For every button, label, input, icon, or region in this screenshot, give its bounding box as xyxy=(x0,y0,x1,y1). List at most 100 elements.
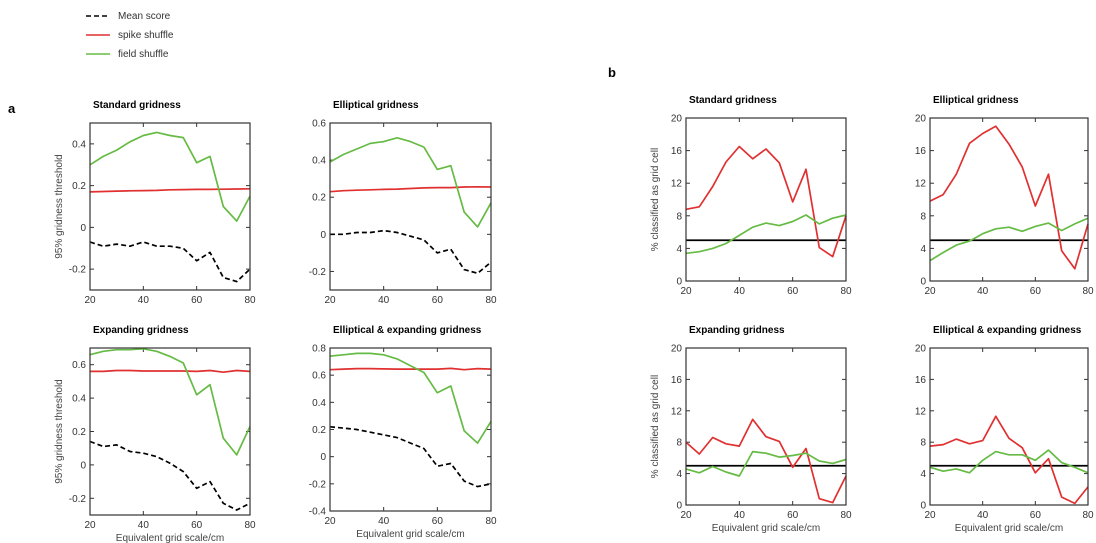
y-tick-label: 12 xyxy=(915,406,927,417)
x-tick-label: 40 xyxy=(977,510,989,521)
y-tick-label: 0.4 xyxy=(312,156,326,167)
series-line-field-shuffle xyxy=(89,347,251,456)
series-line-spike-shuffle xyxy=(329,367,492,371)
x-tick-label: 40 xyxy=(734,286,746,297)
y-tick-label: -0.2 xyxy=(309,267,327,278)
y-tick-label: 8 xyxy=(920,211,926,222)
y-tick-label: 0.4 xyxy=(72,139,86,150)
x-tick-label: 40 xyxy=(138,520,150,531)
chart-panel-5: Standard gridness 0 4 8 12 16 20 20 40 60 80 % clas… xyxy=(650,95,852,297)
x-tick-label: 80 xyxy=(244,520,256,531)
series-line-field-shuffle xyxy=(929,449,1089,474)
y-tick-label: 4 xyxy=(676,244,682,255)
y-tick-label: 0.6 xyxy=(312,119,326,130)
x-tick-label: 80 xyxy=(1082,510,1094,521)
y-tick-label: 0.4 xyxy=(72,394,86,405)
legend-spike-shuffle-label: spike shuffle xyxy=(118,30,174,41)
x-tick-label: 80 xyxy=(840,510,852,521)
y-tick-label: 0.6 xyxy=(312,371,326,382)
series-line-spike-shuffle xyxy=(685,418,847,504)
x-tick-label: 80 xyxy=(485,516,497,527)
y-tick-label: 0.2 xyxy=(312,425,326,436)
x-tick-label: 40 xyxy=(734,510,746,521)
chart-title: Elliptical gridness xyxy=(933,95,1019,106)
plot-frame xyxy=(929,117,1089,282)
series-line-mean-score xyxy=(89,440,251,511)
y-axis-label: % classified as grid cell xyxy=(650,375,661,478)
series-line-field-shuffle xyxy=(685,450,847,477)
y-tick-label: 0 xyxy=(80,223,86,234)
y-tick-label: 0 xyxy=(676,501,682,512)
x-tick-label: 20 xyxy=(84,295,96,306)
x-tick-label: 60 xyxy=(432,516,444,527)
series-line-spike-shuffle xyxy=(929,415,1089,505)
y-tick-label: 20 xyxy=(915,344,927,355)
x-tick-label: 60 xyxy=(787,510,799,521)
chart-panel-3: Expanding gridness -0.2 0 0.2 0.4 0.6 20 40 60 80… xyxy=(54,325,256,543)
chart-title: Elliptical & expanding gridness xyxy=(933,325,1082,336)
series-line-spike-shuffle xyxy=(89,187,251,193)
chart-title: Elliptical gridness xyxy=(333,100,419,111)
series-line-spike-shuffle xyxy=(329,185,492,193)
legend-mean-score-label: Mean score xyxy=(118,11,171,22)
x-tick-label: 40 xyxy=(378,295,390,306)
chart-panel-7: Expanding gridness 0 4 8 12 16 20 20 40 60 80 Equiv… xyxy=(650,325,852,534)
plot-frame xyxy=(89,122,251,291)
chart-panel-2: Elliptical gridness -0.2 0 0.2 0.4 0.6 20 40 60 8… xyxy=(309,100,497,306)
x-tick-label: 20 xyxy=(680,286,692,297)
y-axis-label: 95% gridness threshold xyxy=(54,379,65,484)
series-line-field-shuffle xyxy=(89,131,251,222)
y-tick-label: 0.2 xyxy=(72,427,86,438)
y-tick-label: 16 xyxy=(671,375,683,386)
chart-title: Expanding gridness xyxy=(689,325,785,336)
y-tick-label: -0.2 xyxy=(309,479,327,490)
panel-letter-a: a xyxy=(8,101,16,116)
x-tick-label: 60 xyxy=(191,295,203,306)
panel-letter-b: b xyxy=(608,65,616,80)
x-tick-label: 40 xyxy=(378,516,390,527)
chart-panel-4: Elliptical & expanding gridness -0.4 -0.2 0… xyxy=(309,325,497,540)
legend: Mean score spike shuffle field shuffle xyxy=(86,11,174,60)
x-tick-label: 20 xyxy=(324,295,336,306)
y-tick-label: 8 xyxy=(676,211,682,222)
chart-panel-8: Elliptical & expanding gridness 0 4 8 12 16 20… xyxy=(915,325,1094,534)
x-tick-label: 60 xyxy=(787,286,799,297)
chart-title: Expanding gridness xyxy=(93,325,189,336)
x-tick-label: 20 xyxy=(324,516,336,527)
x-tick-label: 20 xyxy=(680,510,692,521)
x-axis-label: Equivalent grid scale/cm xyxy=(356,529,464,540)
y-tick-label: 0 xyxy=(920,501,926,512)
x-axis-label: Equivalent grid scale/cm xyxy=(955,523,1063,534)
series-line-field-shuffle xyxy=(685,214,847,255)
plot-frame xyxy=(329,122,492,291)
y-tick-label: 12 xyxy=(915,179,927,190)
y-tick-label: 0 xyxy=(676,277,682,288)
charts-layer: Standard gridness-0.200.20.420 40 60 8095% … xyxy=(54,95,1094,543)
series-line-field-shuffle xyxy=(329,136,492,228)
chart-panel-1: Standard gridness -0.2 0 0.2 0.4 20 40 60 80 95% … xyxy=(54,100,256,306)
x-tick-label: 20 xyxy=(84,520,96,531)
y-tick-label: 8 xyxy=(920,438,926,449)
y-tick-label: 4 xyxy=(920,469,926,480)
y-tick-label: 16 xyxy=(915,375,927,386)
x-tick-label: 80 xyxy=(1082,286,1094,297)
series-line-spike-shuffle xyxy=(90,369,251,374)
series-line-mean-score xyxy=(89,241,251,283)
chart-title: Standard gridness xyxy=(689,95,777,106)
y-axis-label: % classified as grid cell xyxy=(650,148,661,251)
chart-title: Standard gridness xyxy=(93,100,181,111)
x-tick-label: 80 xyxy=(840,286,852,297)
y-tick-label: 0 xyxy=(320,230,326,241)
y-tick-label: -0.2 xyxy=(69,265,87,276)
y-tick-label: 20 xyxy=(671,344,683,355)
y-tick-label: 0.4 xyxy=(312,398,326,409)
y-tick-label: 12 xyxy=(671,179,683,190)
plot-frame xyxy=(685,347,847,506)
series-line-spike-shuffle xyxy=(929,125,1089,270)
y-tick-label: -0.4 xyxy=(309,507,327,518)
plot-frame xyxy=(89,347,251,516)
y-tick-label: 12 xyxy=(671,406,683,417)
x-tick-label: 60 xyxy=(1030,286,1042,297)
y-tick-label: 4 xyxy=(920,244,926,255)
